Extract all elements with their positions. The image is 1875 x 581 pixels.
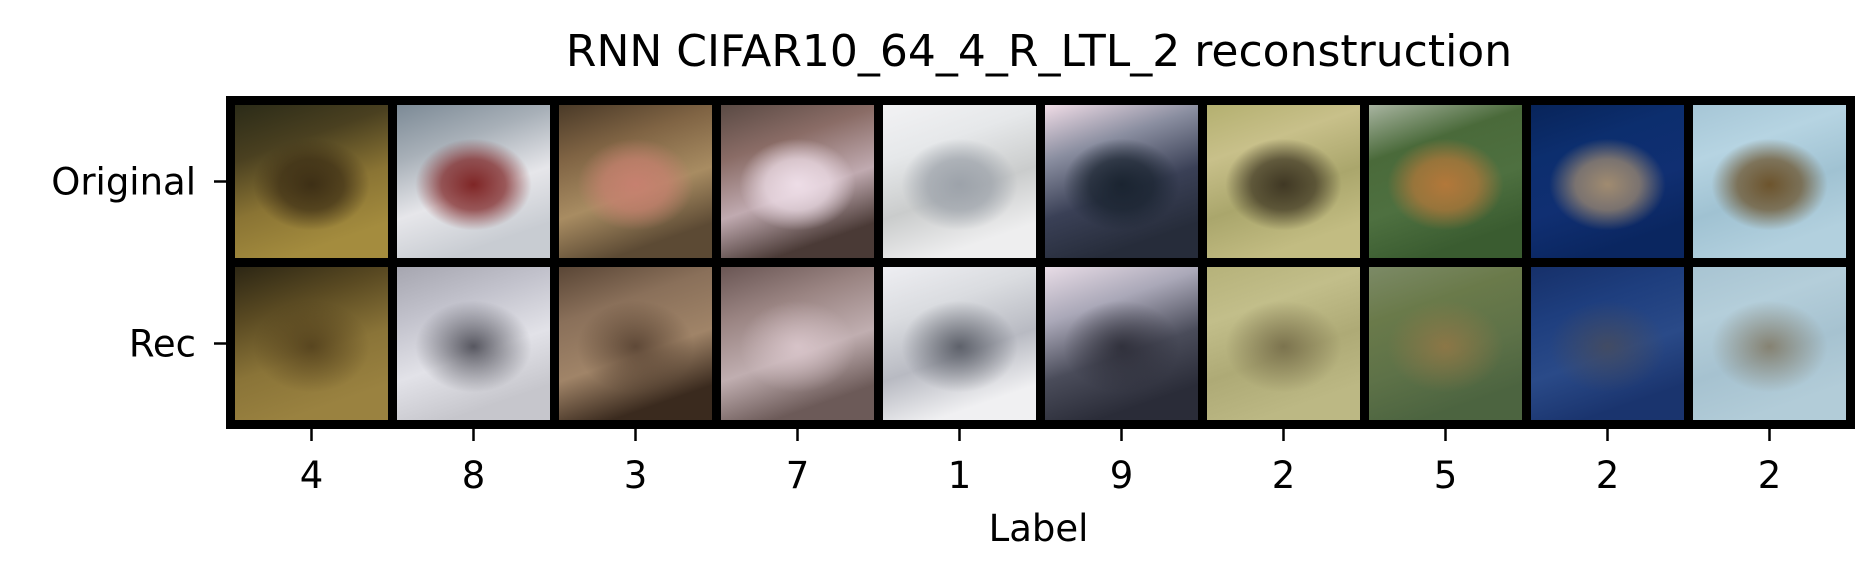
original-image-4 (721, 105, 874, 258)
reconstructed-image-8 (1369, 267, 1522, 420)
image-subject (901, 300, 1018, 393)
original-image-9 (1531, 105, 1684, 258)
image-subject (1225, 300, 1342, 393)
x-tick-label: 2 (1758, 454, 1782, 497)
original-image-7 (1207, 105, 1360, 258)
image-subject (415, 138, 532, 231)
image-subject (253, 138, 370, 231)
image-subject (1549, 138, 1666, 231)
x-tick-label: 2 (1596, 454, 1620, 497)
image-subject (1387, 138, 1504, 231)
reconstructed-image-2 (397, 267, 550, 420)
reconstructed-image-4 (721, 267, 874, 420)
image-subject (1387, 300, 1504, 393)
y-tick-label-rec: Rec (129, 323, 196, 366)
reconstructed-image-5 (883, 267, 1036, 420)
x-tick-label: 9 (1110, 454, 1134, 497)
image-subject (1549, 300, 1666, 393)
original-image-2 (397, 105, 550, 258)
original-image-5 (883, 105, 1036, 258)
x-tick-label: 8 (462, 454, 486, 497)
x-tick-label: 1 (948, 454, 972, 497)
reconstructed-image-1 (235, 267, 388, 420)
y-tick-label-original: Original (51, 161, 196, 204)
reconstructed-image-3 (559, 267, 712, 420)
reconstructed-image-10 (1693, 267, 1846, 420)
reconstructed-image-7 (1207, 267, 1360, 420)
original-image-1 (235, 105, 388, 258)
image-subject (577, 300, 694, 393)
x-tick-label: 2 (1272, 454, 1296, 497)
original-image-8 (1369, 105, 1522, 258)
image-subject (577, 138, 694, 231)
image-subject (415, 300, 532, 393)
x-tick-label: 3 (624, 454, 648, 497)
reconstructed-image-6 (1045, 267, 1198, 420)
image-subject (1711, 300, 1828, 393)
image-subject (739, 300, 856, 393)
reconstructed-image-9 (1531, 267, 1684, 420)
image-subject (1063, 138, 1180, 231)
original-image-3 (559, 105, 712, 258)
image-subject (253, 300, 370, 393)
original-image-10 (1693, 105, 1846, 258)
x-tick-label: 7 (786, 454, 810, 497)
x-tick-label: 4 (300, 454, 324, 497)
x-tick-label: 5 (1434, 454, 1458, 497)
image-subject (1711, 138, 1828, 231)
image-subject (1063, 300, 1180, 393)
image-subject (1225, 138, 1342, 231)
image-subject (739, 138, 856, 231)
image-subject (901, 138, 1018, 231)
original-image-6 (1045, 105, 1198, 258)
chart-title: RNN CIFAR10_64_4_R_LTL_2 reconstruction (565, 26, 1513, 77)
x-axis-label: Label (988, 507, 1089, 550)
